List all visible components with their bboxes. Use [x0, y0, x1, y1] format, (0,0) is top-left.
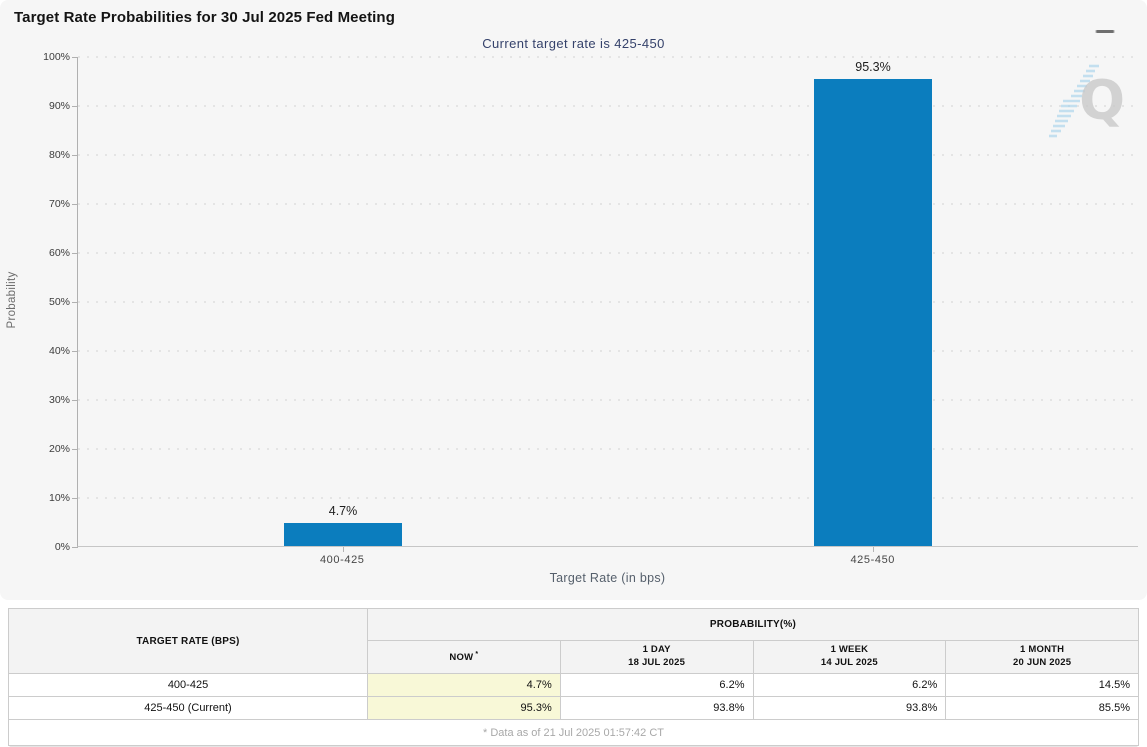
bar-value-label: 95.3% [855, 60, 891, 75]
gridline [78, 301, 1138, 303]
bar-value-label: 4.7% [328, 503, 358, 518]
chart-title: Target Rate Probabilities for 30 Jul 202… [14, 9, 395, 26]
gridline [78, 350, 1138, 352]
y-tick-label: 60% [48, 247, 70, 259]
x-axis-title: Target Rate (in bps) [549, 571, 666, 585]
hamburger-bar [1096, 29, 1114, 33]
gridline [78, 105, 1138, 107]
y-tick-label: 20% [48, 443, 70, 455]
y-tick-label: 40% [48, 345, 70, 357]
probability-cell: 14.5% [945, 673, 1139, 697]
y-axis-tick [72, 106, 78, 107]
y-tick-label: 30% [48, 394, 70, 406]
table-header-target-rate: TARGET RATE (BPS) [8, 608, 368, 674]
probability-table: TARGET RATE (BPS) PROBABILITY(%) NOW * 1 … [8, 608, 1139, 746]
y-axis-tick [72, 57, 78, 58]
table-footer: * Data as of 21 Jul 2025 01:57:42 CT [8, 719, 1139, 746]
y-axis-tick [72, 351, 78, 352]
table-sub-header: 1 WEEK 14 JUL 2025 [752, 640, 947, 674]
y-tick-label: 50% [48, 296, 70, 308]
y-axis-tick [72, 155, 78, 156]
gridline [78, 399, 1138, 401]
y-axis-tick [72, 547, 78, 548]
table-row: 425-450 (Current) 95.3% 93.8% 93.8% 85.5% [8, 696, 1139, 720]
y-tick-label: 100% [43, 51, 70, 63]
probability-cell: 6.2% [559, 673, 754, 697]
gridline [78, 56, 1138, 58]
x-axis-tick [343, 547, 344, 552]
target-rate-cell: 425-450 (Current) [8, 696, 368, 720]
now-probability-cell: 95.3% [367, 696, 561, 720]
x-axis-tick [873, 547, 874, 552]
now-probability-cell: 4.7% [367, 673, 561, 697]
table-body: 400-425 4.7% 6.2% 6.2% 14.5% 425-450 (Current… [8, 673, 1139, 720]
probability-cell: 85.5% [945, 696, 1139, 720]
plot-area: 4.7% 95.3% [72, 56, 1138, 552]
y-tick-label: 90% [48, 100, 70, 112]
bar-fill [814, 79, 932, 546]
y-tick-label: 10% [48, 492, 70, 504]
chart-subtitle: Current target rate is 425-450 [482, 36, 665, 51]
table-sub-header: 1 DAY 18 JUL 2025 [559, 640, 754, 674]
y-axis-tick [72, 204, 78, 205]
gridline [78, 154, 1138, 156]
y-tick-label: 80% [48, 149, 70, 161]
bar-fill [284, 522, 402, 546]
y-tick-label: 0% [54, 541, 70, 553]
y-axis-tick [72, 449, 78, 450]
gridline [78, 252, 1138, 254]
y-axis-tick [72, 498, 78, 499]
chart-bar-400-425[interactable]: 4.7% [284, 504, 402, 546]
y-axis-tick [72, 400, 78, 401]
gridline [78, 203, 1138, 205]
target-rate-cell: 400-425 [8, 673, 368, 697]
probability-cell: 93.8% [752, 696, 947, 720]
gridline [78, 448, 1138, 450]
probability-cell: 93.8% [559, 696, 754, 720]
gridline [78, 497, 1138, 499]
x-tick-label: 425-450 [850, 554, 896, 566]
x-tick-label: 400-425 [319, 554, 365, 566]
table-sub-header: 1 MONTH 20 JUN 2025 [945, 640, 1139, 674]
y-axis-tick [72, 253, 78, 254]
y-axis-tick [72, 302, 78, 303]
hamburger-menu-icon[interactable] [1096, 13, 1127, 33]
table-row: 400-425 4.7% 6.2% 6.2% 14.5% [8, 673, 1139, 697]
chart-bar-425-450[interactable]: 95.3% [814, 60, 932, 546]
table-header-probability-group: PROBABILITY(%) [367, 608, 1139, 641]
y-tick-label: 70% [48, 198, 70, 210]
probability-cell: 6.2% [752, 673, 947, 697]
table-sub-header: NOW * [367, 640, 561, 674]
data-as-of-footnote: * Data as of 21 Jul 2025 01:57:42 CT [8, 719, 1139, 746]
table-header: TARGET RATE (BPS) PROBABILITY(%) NOW * 1 … [8, 608, 1139, 674]
fedwatch-chart-panel: Target Rate Probabilities for 30 Jul 202… [6, 9, 1138, 585]
